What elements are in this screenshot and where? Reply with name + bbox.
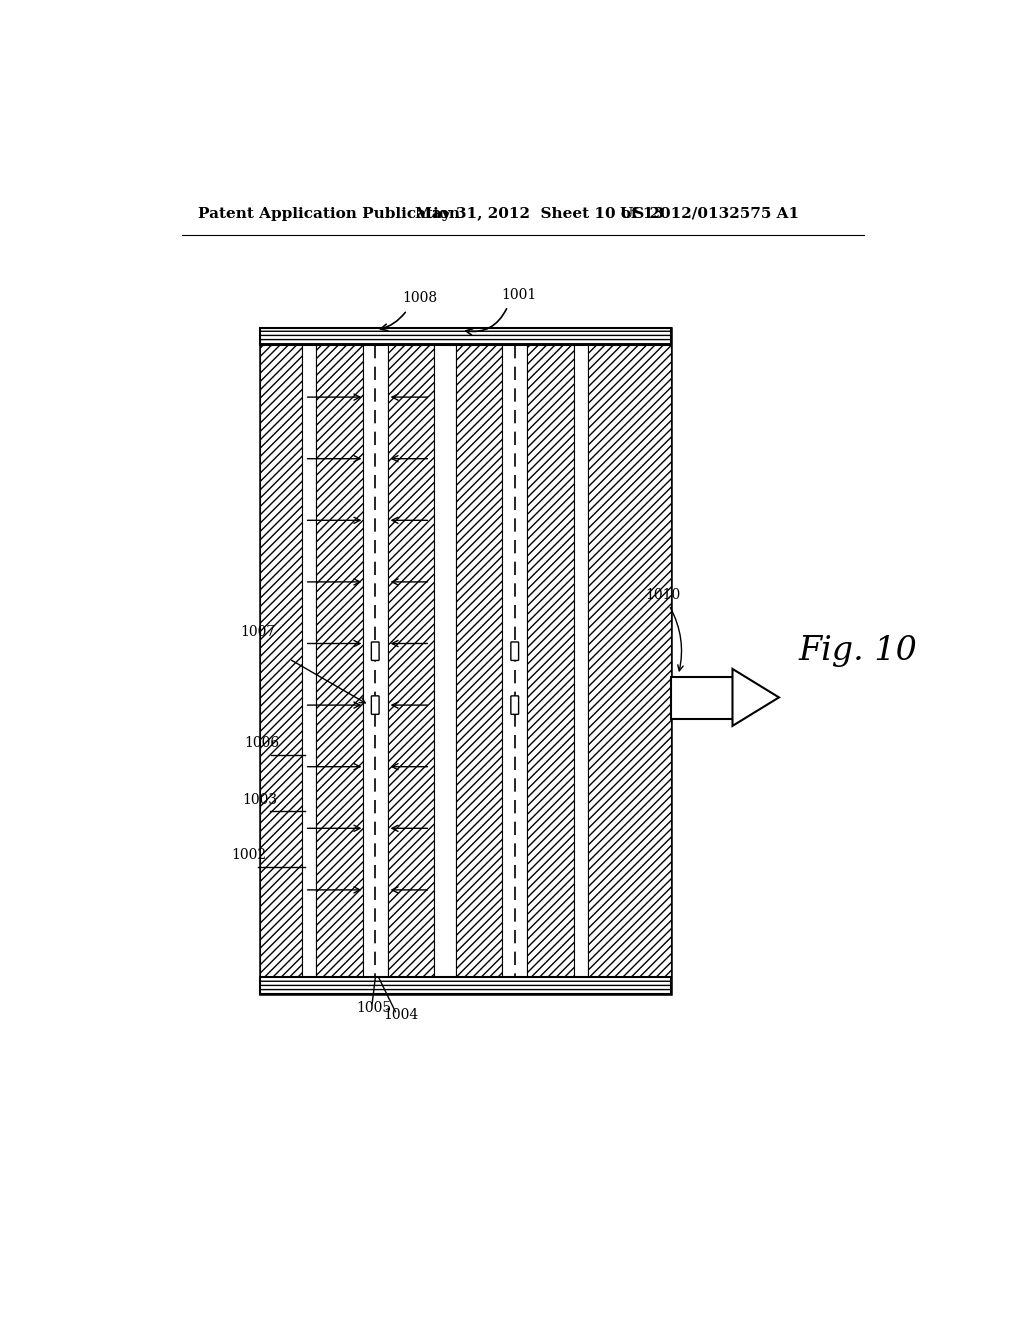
Polygon shape	[732, 669, 779, 726]
FancyBboxPatch shape	[372, 696, 379, 714]
Text: 1010: 1010	[646, 587, 681, 602]
Text: May 31, 2012  Sheet 10 of 13: May 31, 2012 Sheet 10 of 13	[415, 207, 664, 220]
Bar	[671, 677, 732, 719]
Text: Fig. 10: Fig. 10	[799, 635, 918, 667]
Bar	[362, 327, 388, 994]
FancyBboxPatch shape	[511, 696, 518, 714]
Text: 1001: 1001	[502, 288, 537, 302]
Bar	[434, 327, 456, 994]
Bar	[388, 327, 434, 994]
Text: 1004: 1004	[384, 1008, 419, 1022]
Text: 1006: 1006	[245, 737, 280, 751]
Bar	[527, 327, 573, 994]
Bar	[573, 327, 588, 994]
Text: 1003: 1003	[243, 792, 278, 807]
Text: 1005: 1005	[356, 1001, 392, 1015]
Bar	[302, 327, 316, 994]
Text: Patent Application Publication: Patent Application Publication	[198, 207, 460, 220]
Bar	[503, 327, 527, 994]
Text: 1008: 1008	[402, 292, 437, 305]
Bar	[260, 327, 302, 994]
FancyBboxPatch shape	[511, 642, 518, 660]
Text: US 2012/0132575 A1: US 2012/0132575 A1	[621, 207, 800, 220]
Bar	[588, 327, 671, 994]
Bar	[260, 327, 671, 345]
Text: 1002: 1002	[231, 849, 266, 862]
Text: 1007: 1007	[241, 624, 275, 639]
FancyBboxPatch shape	[372, 642, 379, 660]
Bar	[316, 327, 362, 994]
Bar	[456, 327, 503, 994]
Bar	[260, 327, 671, 994]
Bar	[260, 977, 671, 994]
